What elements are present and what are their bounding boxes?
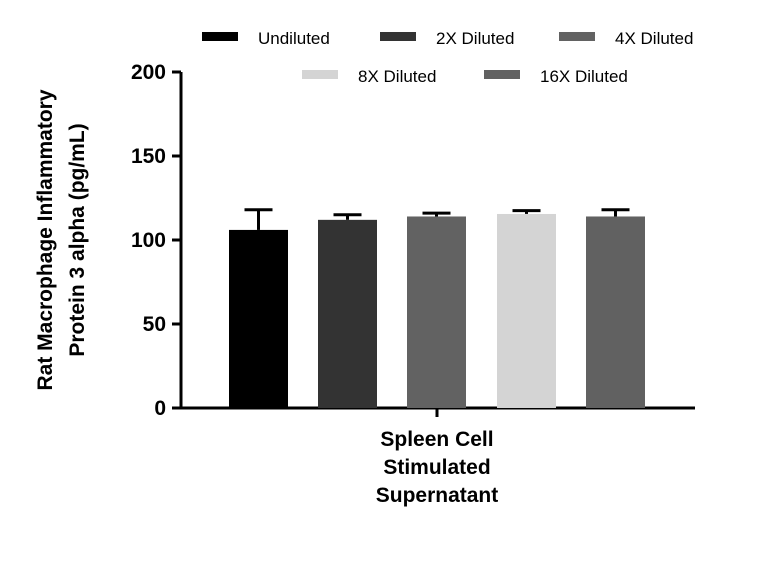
y-tick-label: 100 [131, 229, 166, 252]
y-axis-label: Rat Macrophage Inflammatory Protein 3 al… [34, 89, 89, 390]
x-axis-label-line-2: Stimulated [383, 456, 490, 479]
legend-label: 8X Diluted [358, 67, 436, 86]
legend-swatch [202, 32, 238, 41]
bar-2x-diluted [318, 219, 377, 408]
y-axis-label-line-2: Protein 3 alpha (pg/mL) [66, 123, 89, 356]
legend-label: 16X Diluted [540, 67, 628, 86]
legend-label: 4X Diluted [615, 29, 693, 48]
bar-undiluted [229, 229, 288, 408]
legend-swatch [380, 32, 416, 41]
y-tick-label: 150 [131, 145, 166, 168]
y-tick-label: 200 [131, 61, 166, 84]
legend-swatch [484, 70, 520, 79]
x-axis-label: Spleen Cell Stimulated Supernatant [376, 428, 499, 507]
legend-swatch [559, 32, 595, 41]
y-tick-label: 0 [154, 397, 166, 420]
y-axis-label-line-1: Rat Macrophage Inflammatory [34, 89, 57, 390]
legend-label: Undiluted [258, 29, 330, 48]
bar-16x-diluted [586, 216, 645, 408]
x-axis-label-line-3: Supernatant [376, 484, 499, 507]
x-axis-label-line-1: Spleen Cell [380, 428, 493, 451]
legend-swatch [302, 70, 338, 79]
y-tick-label: 50 [143, 313, 166, 336]
legend-label: 2X Diluted [436, 29, 514, 48]
bar-8x-diluted [497, 213, 556, 408]
bar-4x-diluted [407, 216, 466, 408]
